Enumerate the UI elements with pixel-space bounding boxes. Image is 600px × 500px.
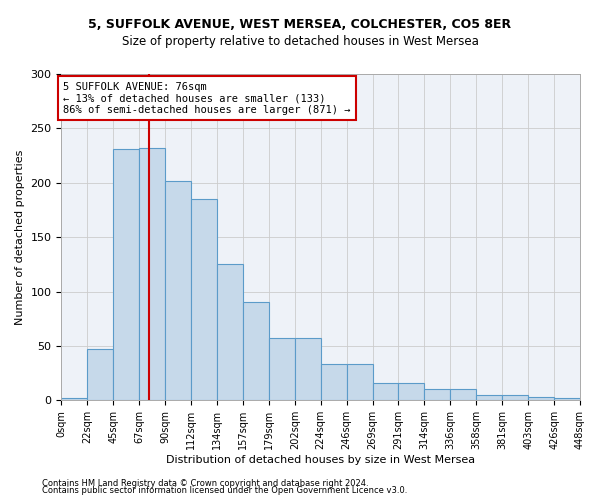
Text: Size of property relative to detached houses in West Mersea: Size of property relative to detached ho… bbox=[122, 35, 478, 48]
Text: Contains public sector information licensed under the Open Government Licence v3: Contains public sector information licen… bbox=[42, 486, 407, 495]
Text: 5, SUFFOLK AVENUE, WEST MERSEA, COLCHESTER, CO5 8ER: 5, SUFFOLK AVENUE, WEST MERSEA, COLCHEST… bbox=[88, 18, 512, 30]
Bar bbox=[373, 383, 398, 400]
Bar bbox=[424, 390, 451, 400]
Bar bbox=[554, 398, 580, 400]
Bar bbox=[243, 302, 269, 400]
Bar bbox=[451, 390, 476, 400]
Bar bbox=[347, 364, 373, 400]
Bar bbox=[88, 349, 113, 401]
Bar bbox=[113, 149, 139, 401]
X-axis label: Distribution of detached houses by size in West Mersea: Distribution of detached houses by size … bbox=[166, 455, 475, 465]
Bar bbox=[321, 364, 347, 400]
Bar bbox=[295, 338, 321, 400]
Text: 5 SUFFOLK AVENUE: 76sqm
← 13% of detached houses are smaller (133)
86% of semi-d: 5 SUFFOLK AVENUE: 76sqm ← 13% of detache… bbox=[63, 82, 350, 115]
Y-axis label: Number of detached properties: Number of detached properties bbox=[15, 150, 25, 325]
Bar bbox=[528, 397, 554, 400]
Bar bbox=[269, 338, 295, 400]
Text: Contains HM Land Registry data © Crown copyright and database right 2024.: Contains HM Land Registry data © Crown c… bbox=[42, 478, 368, 488]
Bar bbox=[139, 148, 165, 401]
Bar bbox=[502, 395, 528, 400]
Bar bbox=[398, 383, 424, 400]
Bar bbox=[191, 199, 217, 400]
Bar bbox=[61, 398, 88, 400]
Bar bbox=[165, 180, 191, 400]
Bar bbox=[476, 395, 502, 400]
Bar bbox=[217, 264, 243, 400]
